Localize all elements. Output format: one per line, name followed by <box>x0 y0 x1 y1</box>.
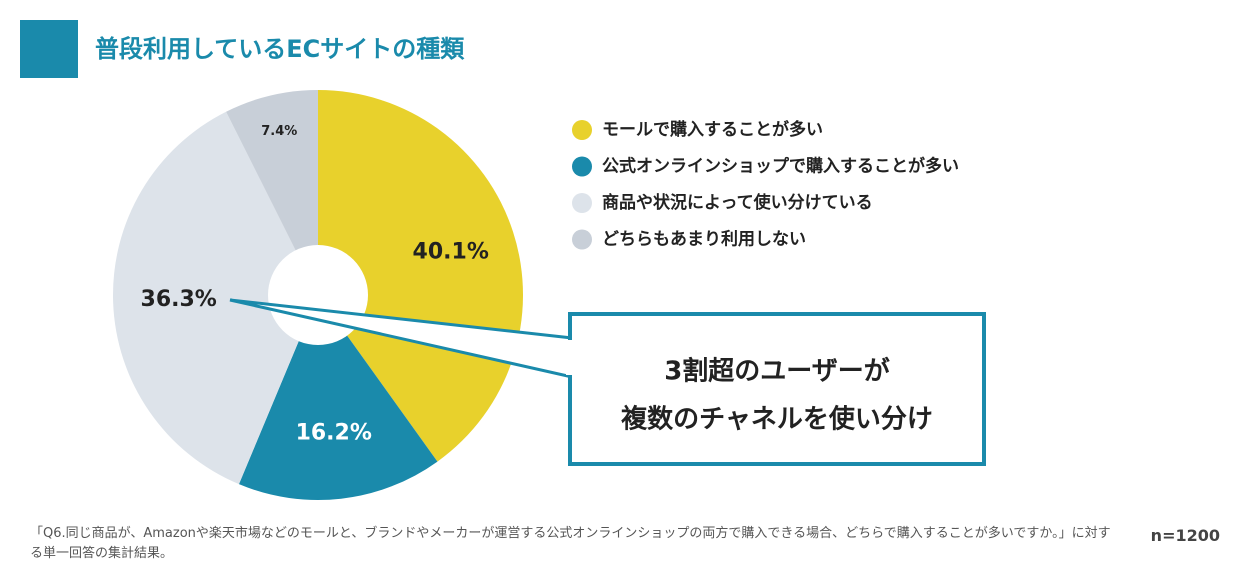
legend-swatch <box>572 156 592 177</box>
chart-title: 普段利用しているECサイトの種類 <box>95 35 465 63</box>
pie-slice <box>112 111 318 485</box>
callout-text: 複数のチャネルを使い分け <box>621 404 933 435</box>
pie-slice <box>238 295 438 501</box>
legend: モールで購入することが多い公式オンラインショップで購入することが多い商品や状況に… <box>572 119 959 250</box>
callout-box <box>568 312 986 466</box>
legend-label: どちらもあまり利用しない <box>602 229 806 250</box>
data-label: 7.4% <box>261 124 297 139</box>
data-label: 40.1% <box>413 239 489 264</box>
title-icon <box>20 20 78 78</box>
legend-label: モールで購入することが多い <box>602 119 823 140</box>
legend-swatch <box>572 229 592 250</box>
donut-hole <box>268 245 368 345</box>
data-label: 36.3% <box>141 287 217 312</box>
callout-text: 3割超のユーザーが <box>664 356 890 387</box>
sample-size: n=1200 <box>1150 526 1220 545</box>
pie-slice <box>226 90 318 295</box>
pie-slice <box>318 90 523 462</box>
legend-label: 商品や状況によって使い分けている <box>602 192 873 213</box>
callout-join <box>566 340 574 375</box>
legend-swatch <box>572 120 592 140</box>
pie: 40.1% 16.2% 36.3% 7.4% <box>112 90 523 501</box>
legend-label: 公式オンラインショップで購入することが多い <box>602 156 959 177</box>
legend-swatch <box>572 193 592 213</box>
chart: 普段利用しているECサイトの種類 40.1% 16.2% 36.3% 7.4% モール… <box>20 20 986 501</box>
footnote: 「Q6.同じ商品が、Amazonや楽天市場などのモールと、ブランドやメーカーが運… <box>30 526 1111 561</box>
data-label: 16.2% <box>296 421 372 446</box>
